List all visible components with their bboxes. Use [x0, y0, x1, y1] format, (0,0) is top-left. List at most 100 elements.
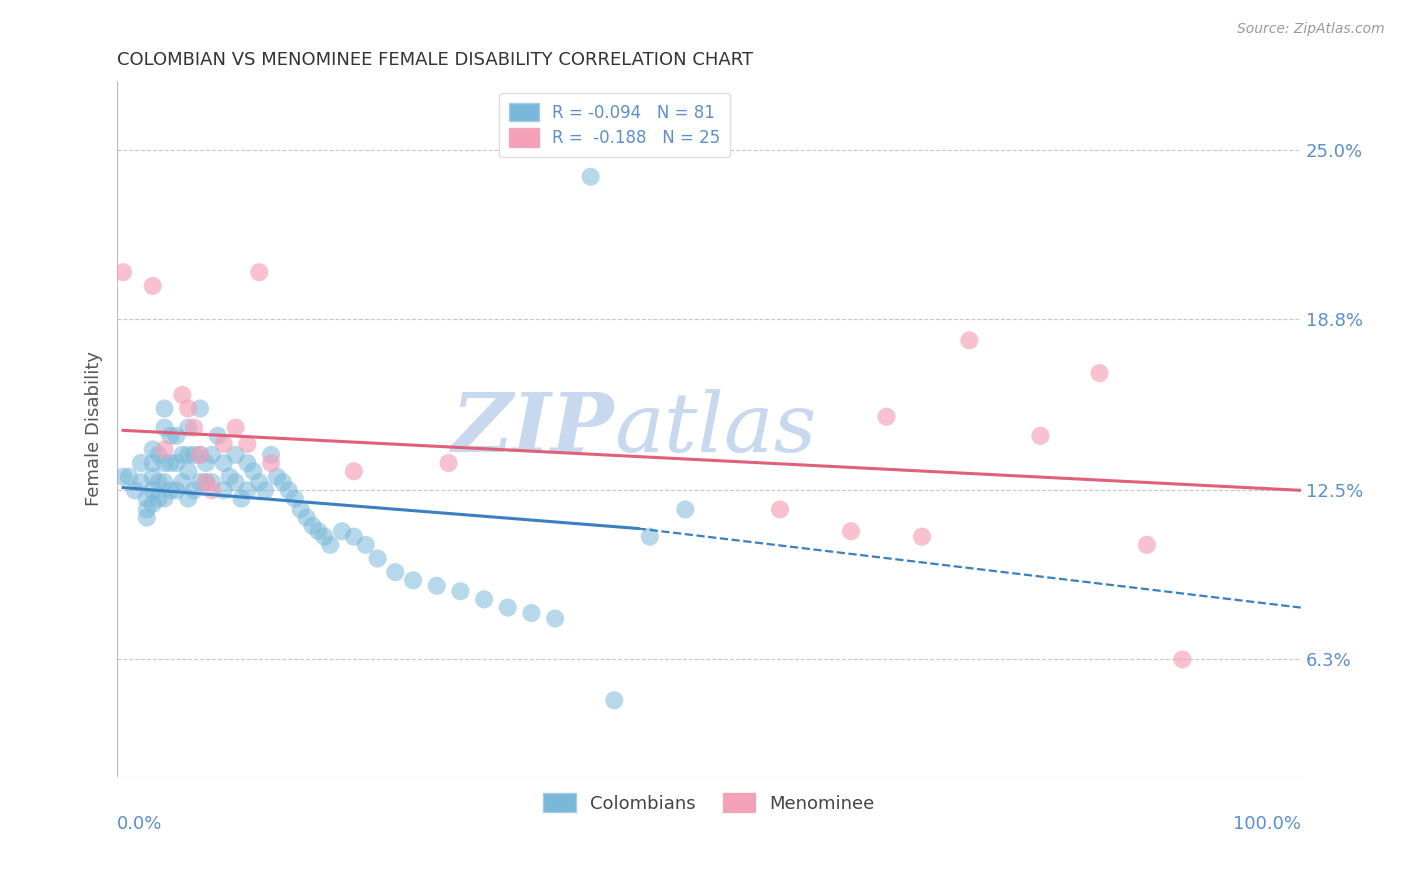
Point [343, 464, 366, 478]
Y-axis label: Female Disability: Female Disability [86, 351, 103, 507]
Point [236, 483, 259, 498]
Point [188, 448, 211, 462]
Point [112, 265, 135, 279]
Point [437, 456, 460, 470]
Point [449, 584, 471, 599]
Point [301, 518, 323, 533]
Point [544, 611, 567, 625]
Point [135, 502, 157, 516]
Point [231, 491, 253, 506]
Point [177, 401, 200, 416]
Point [148, 475, 170, 490]
Point [1136, 538, 1159, 552]
Point [124, 483, 146, 498]
Point [247, 265, 270, 279]
Point [188, 448, 211, 462]
Point [172, 388, 194, 402]
Point [142, 278, 165, 293]
Text: Source: ZipAtlas.com: Source: ZipAtlas.com [1237, 22, 1385, 37]
Point [177, 420, 200, 434]
Point [266, 469, 288, 483]
Point [165, 429, 187, 443]
Point [839, 524, 862, 539]
Point [271, 475, 294, 490]
Point [1088, 366, 1111, 380]
Point [911, 530, 934, 544]
Text: atlas: atlas [614, 389, 817, 469]
Text: ZIP: ZIP [451, 389, 614, 469]
Point [201, 483, 224, 498]
Point [159, 483, 181, 498]
Point [148, 491, 170, 506]
Point [354, 538, 377, 552]
Point [165, 456, 187, 470]
Point [260, 448, 283, 462]
Point [638, 530, 661, 544]
Point [236, 437, 259, 451]
Point [188, 475, 211, 490]
Point [307, 524, 329, 539]
Point [225, 420, 247, 434]
Point [118, 469, 141, 483]
Point [153, 491, 176, 506]
Point [177, 464, 200, 478]
Point [260, 456, 283, 470]
Point [153, 442, 176, 457]
Text: 100.0%: 100.0% [1233, 815, 1301, 833]
Point [212, 456, 235, 470]
Point [148, 448, 170, 462]
Point [254, 483, 277, 498]
Point [159, 429, 181, 443]
Point [402, 574, 425, 588]
Point [142, 483, 165, 498]
Point [142, 497, 165, 511]
Point [129, 475, 152, 490]
Point [520, 606, 543, 620]
Point [183, 483, 205, 498]
Point [218, 469, 240, 483]
Point [194, 475, 217, 490]
Point [172, 475, 194, 490]
Point [876, 409, 898, 424]
Point [496, 600, 519, 615]
Point [579, 169, 602, 184]
Point [277, 483, 299, 498]
Point [225, 448, 247, 462]
Point [957, 334, 980, 348]
Point [183, 420, 205, 434]
Text: 0.0%: 0.0% [117, 815, 163, 833]
Point [472, 592, 495, 607]
Point [212, 437, 235, 451]
Point [165, 483, 187, 498]
Point [247, 475, 270, 490]
Point [135, 491, 157, 506]
Point [319, 538, 342, 552]
Point [236, 456, 259, 470]
Point [201, 475, 224, 490]
Point [295, 510, 318, 524]
Point [183, 448, 205, 462]
Point [142, 456, 165, 470]
Point [153, 475, 176, 490]
Point [1029, 429, 1052, 443]
Point [172, 448, 194, 462]
Point [129, 456, 152, 470]
Point [194, 456, 217, 470]
Point [159, 456, 181, 470]
Point [1171, 652, 1194, 666]
Legend: Colombians, Menominee: Colombians, Menominee [536, 786, 882, 820]
Point [212, 483, 235, 498]
Point [343, 530, 366, 544]
Point [673, 502, 696, 516]
Point [153, 420, 176, 434]
Point [384, 565, 406, 579]
Point [153, 401, 176, 416]
Text: COLOMBIAN VS MENOMINEE FEMALE DISABILITY CORRELATION CHART: COLOMBIAN VS MENOMINEE FEMALE DISABILITY… [117, 51, 754, 69]
Point [603, 693, 626, 707]
Point [242, 464, 264, 478]
Point [142, 442, 165, 457]
Point [207, 429, 229, 443]
Point [314, 530, 336, 544]
Point [330, 524, 353, 539]
Point [177, 491, 200, 506]
